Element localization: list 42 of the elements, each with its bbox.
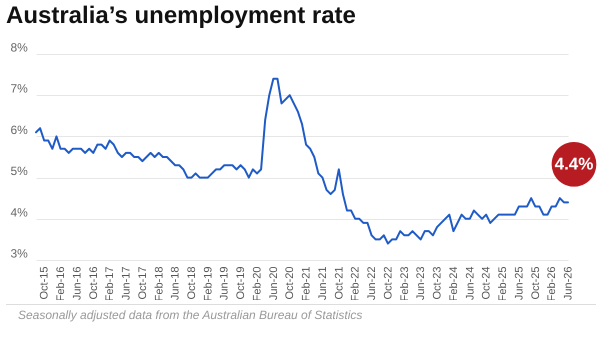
annotation: 4.4% xyxy=(554,154,594,174)
x-tick-label: Jun-23 xyxy=(415,266,428,300)
x-tick-label: Jun-17 xyxy=(120,266,133,300)
x-tick-label: Oct-15 xyxy=(38,266,51,300)
x-tick-label: Oct-18 xyxy=(186,266,198,300)
x-tick-label: Oct-20 xyxy=(284,266,296,300)
x-tick-label: Oct-16 xyxy=(88,266,100,300)
x-tick-label: Feb-18 xyxy=(153,266,166,302)
x-tick-label: Jun-19 xyxy=(218,266,231,300)
x-tick-label: Oct-23 xyxy=(432,266,444,300)
x-tick-label: Feb-17 xyxy=(104,266,116,302)
x-tick-label: Oct-24 xyxy=(480,266,493,300)
x-tick-label: Jun-20 xyxy=(268,266,280,300)
x-tick-label: Jun-24 xyxy=(464,266,476,300)
x-tick-label: Jun-22 xyxy=(366,266,378,300)
x-tick-label: Jun-26 xyxy=(562,266,574,300)
y-tick-label: 8% xyxy=(10,40,28,54)
x-tick-label: Jun-18 xyxy=(170,266,182,300)
y-tick-label: 5% xyxy=(10,164,28,178)
y-tick-label: 3% xyxy=(10,246,28,260)
x-tick-label: Feb-16 xyxy=(55,266,68,302)
y-tick-label: 4% xyxy=(10,205,28,220)
x-tick-label: Feb-20 xyxy=(251,266,264,302)
x-tick-label: Jun-16 xyxy=(71,266,84,300)
x-tick-label: Feb-25 xyxy=(497,266,510,302)
x-tick-label: Feb-21 xyxy=(300,266,313,302)
text: Seasonally adjusted data from the Australian Bureau of Statistics xyxy=(6,304,596,322)
x-tick-label: Oct-19 xyxy=(235,266,248,300)
x-tick-label: Jun-25 xyxy=(513,266,526,300)
x-tick-label: Feb-24 xyxy=(448,266,460,302)
x-tick-label: Oct-22 xyxy=(382,266,394,300)
y-tick-label: 7% xyxy=(10,82,28,96)
chart-title: Australia’s unemployment rate xyxy=(5,1,357,31)
y-tick-label: 6% xyxy=(10,122,28,137)
x-tick-label: Feb-22 xyxy=(350,266,362,302)
x-tick-label: Feb-23 xyxy=(398,266,411,302)
x-tick-label: Oct-25 xyxy=(530,266,542,300)
x-tick-label: Oct-21 xyxy=(333,266,346,300)
x-tick-label: Oct-17 xyxy=(136,266,149,300)
x-tick-label: Jun-21 xyxy=(316,266,329,300)
x-tick-label: Feb-19 xyxy=(202,266,214,302)
x-tick-label: Feb-26 xyxy=(546,266,558,302)
